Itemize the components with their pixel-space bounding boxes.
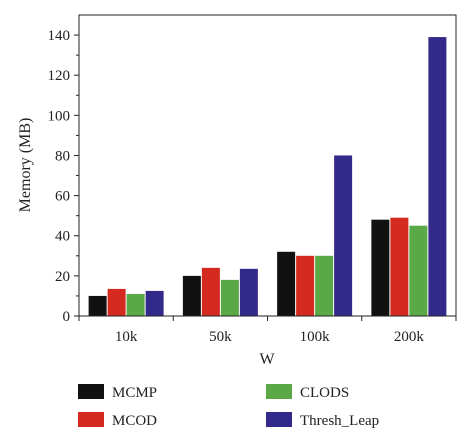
legend-swatch-clods xyxy=(266,384,292,399)
y-tick-label: 120 xyxy=(48,68,71,84)
bar-mcmp-10k xyxy=(88,295,107,316)
x-tick-label: 200k xyxy=(394,329,425,345)
legend-swatch-mcmp xyxy=(78,384,104,399)
legend-swatch-thresh-leap xyxy=(266,412,292,427)
x-tick-label: 100k xyxy=(300,329,331,345)
y-tick-label: 0 xyxy=(63,309,71,325)
legend-label-thresh-leap: Thresh_Leap xyxy=(300,413,379,429)
bar-thresh-leap-200k xyxy=(428,37,447,316)
y-tick-label: 100 xyxy=(48,108,71,124)
bar-clods-200k xyxy=(409,225,428,316)
legend: MCMP MCOD CLODS Thresh_Leap xyxy=(78,384,379,429)
axes-group: 0 20 40 60 80 100 120 140 10k 50k 100k 200k xyxy=(48,14,457,345)
bar-thresh-leap-50k xyxy=(239,268,258,316)
y-tick-label: 140 xyxy=(48,28,71,44)
bar-mcod-10k xyxy=(107,288,126,316)
bar-clods-50k xyxy=(220,279,239,316)
bar-clods-10k xyxy=(126,293,145,316)
y-tick-label: 20 xyxy=(55,269,70,285)
y-tick-label: 80 xyxy=(55,148,70,164)
y-tick-label: 60 xyxy=(55,189,70,205)
bar-mcod-100k xyxy=(296,255,315,316)
x-tick-label: 10k xyxy=(115,329,138,345)
x-tick-label: 50k xyxy=(209,329,232,345)
bar-mcmp-200k xyxy=(371,219,390,316)
bar-thresh-leap-100k xyxy=(334,155,353,316)
bar-mcod-50k xyxy=(201,267,220,316)
legend-swatch-mcod xyxy=(78,412,104,427)
y-tick-label: 40 xyxy=(55,229,70,245)
legend-label-clods: CLODS xyxy=(300,385,349,401)
bar-mcod-200k xyxy=(390,217,409,316)
x-axis-title: W xyxy=(259,351,275,368)
bar-clods-100k xyxy=(315,255,334,316)
bar-thresh-leap-10k xyxy=(145,290,164,316)
bar-mcmp-100k xyxy=(277,251,296,316)
legend-label-mcmp: MCMP xyxy=(112,385,157,401)
legend-label-mcod: MCOD xyxy=(112,413,157,429)
bars-group xyxy=(88,37,447,316)
bar-mcmp-50k xyxy=(182,275,201,316)
y-axis-title: Memory (MB) xyxy=(17,118,34,213)
